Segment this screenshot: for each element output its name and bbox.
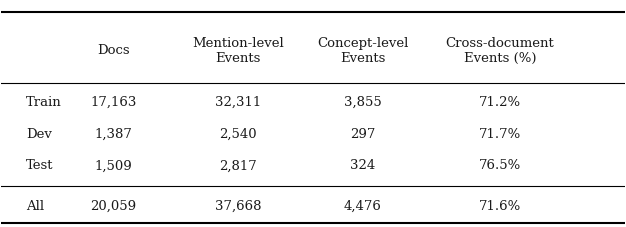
Text: 324: 324 [350,159,376,172]
Text: Train: Train [26,96,62,109]
Text: 2,540: 2,540 [219,127,257,140]
Text: 2,817: 2,817 [219,159,257,172]
Text: Test: Test [26,159,54,172]
Text: 71.6%: 71.6% [479,199,521,212]
Text: 71.2%: 71.2% [479,96,521,109]
Text: 297: 297 [350,127,376,140]
Text: 1,509: 1,509 [95,159,133,172]
Text: Concept-level
Events: Concept-level Events [317,37,409,65]
Text: 32,311: 32,311 [215,96,261,109]
Text: All: All [26,199,44,212]
Text: Dev: Dev [26,127,52,140]
Text: 37,668: 37,668 [215,199,262,212]
Text: 71.7%: 71.7% [479,127,521,140]
Text: 1,387: 1,387 [95,127,133,140]
Text: 20,059: 20,059 [91,199,136,212]
Text: 4,476: 4,476 [344,199,382,212]
Text: Docs: Docs [97,44,130,57]
Text: Mention-level
Events: Mention-level Events [192,37,284,65]
Text: 76.5%: 76.5% [479,159,521,172]
Text: Cross-document
Events (%): Cross-document Events (%) [446,37,555,65]
Text: 17,163: 17,163 [90,96,136,109]
Text: 3,855: 3,855 [344,96,382,109]
